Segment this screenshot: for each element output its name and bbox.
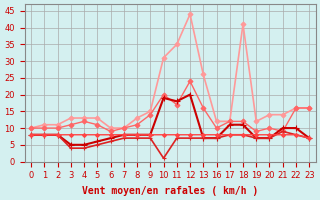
X-axis label: Vent moyen/en rafales ( km/h ): Vent moyen/en rafales ( km/h ) xyxy=(82,186,258,196)
